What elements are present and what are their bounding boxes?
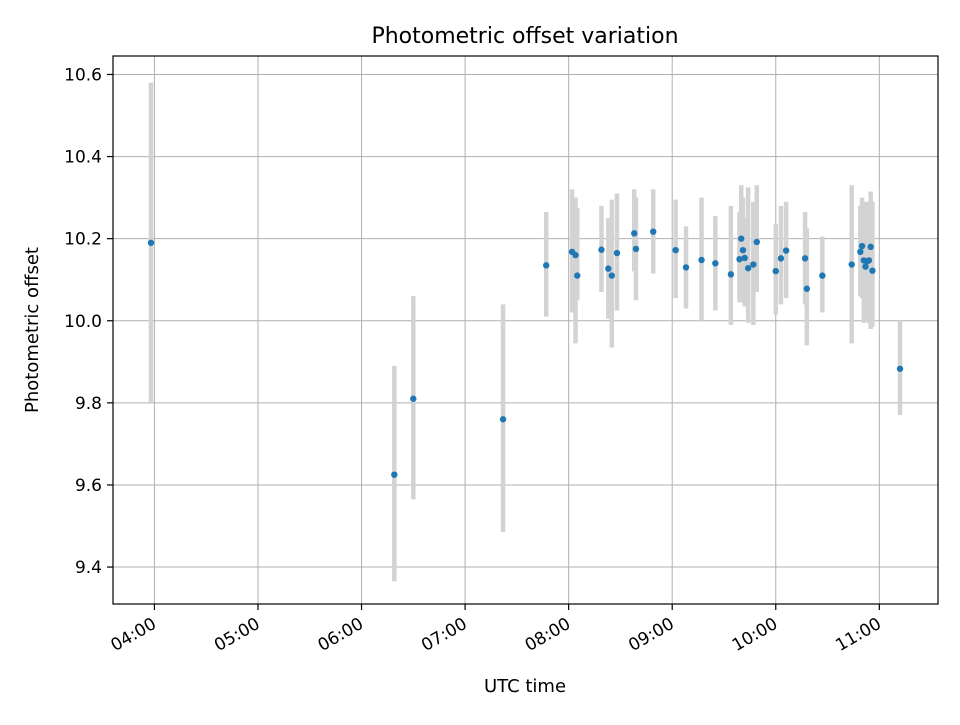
data-point (605, 265, 612, 272)
data-point (782, 247, 790, 254)
data-point (865, 257, 873, 264)
data-point (801, 255, 809, 262)
data-point (608, 272, 615, 279)
data-point (410, 395, 417, 402)
data-point (682, 264, 690, 271)
data-point (803, 285, 811, 292)
y-tick-label: 9.6 (75, 476, 102, 496)
y-tick-label: 10.2 (64, 230, 102, 250)
data-point (613, 249, 621, 257)
x-axis-label: UTC time (484, 676, 566, 697)
plot-frame (112, 55, 939, 605)
data-point (574, 272, 581, 279)
data-point (753, 238, 760, 246)
data-point (744, 265, 752, 272)
data-point (672, 246, 679, 254)
data-point (499, 416, 507, 423)
data-point (858, 242, 866, 250)
data-point (741, 254, 748, 262)
data-point (631, 230, 638, 237)
chart-title: Photometric offset variation (371, 24, 678, 49)
y-tick-label: 9.8 (75, 394, 102, 414)
data-point (391, 471, 398, 478)
y-tick-label: 10.4 (64, 148, 102, 168)
data-points (147, 228, 904, 478)
data-point (632, 245, 640, 253)
y-tick-label: 9.4 (75, 558, 102, 578)
data-point (750, 261, 757, 268)
data-point (736, 255, 743, 263)
data-point (738, 235, 745, 242)
data-point (598, 246, 605, 253)
data-point (543, 262, 550, 269)
data-point (698, 256, 705, 264)
data-point (777, 255, 785, 262)
data-point (819, 272, 826, 279)
data-point (848, 261, 855, 268)
data-point (572, 251, 579, 259)
y-tick-label: 10.6 (64, 65, 102, 85)
data-point (147, 239, 155, 246)
y-axis-ticks: 9.4 9.6 9.8 10.0 10.2 10.4 10.6 (64, 65, 113, 578)
data-point (772, 267, 779, 275)
data-point (727, 271, 735, 278)
y-tick-label: 10.0 (64, 312, 102, 332)
data-point (857, 248, 864, 256)
data-point (739, 246, 747, 254)
data-point (896, 365, 904, 372)
data-point (867, 243, 874, 251)
data-point (650, 228, 657, 235)
data-point (862, 263, 869, 270)
y-axis-label: Photometric offset (22, 247, 43, 413)
data-point (712, 260, 719, 267)
data-point (869, 267, 876, 274)
grid-lines (113, 56, 938, 604)
